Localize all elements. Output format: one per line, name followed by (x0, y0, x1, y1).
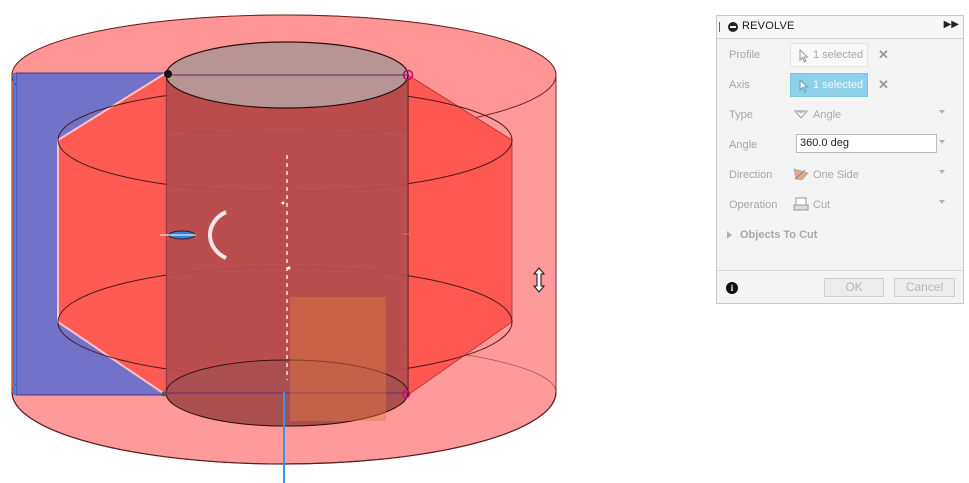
objects-to-cut-label[interactable]: Objects To Cut (740, 229, 818, 241)
cancel-button[interactable]: Cancel (894, 278, 955, 297)
caret-right-icon[interactable] (727, 231, 732, 239)
ok-button[interactable]: OK (824, 278, 884, 297)
angle-input[interactable]: 360.0 deg (796, 134, 937, 153)
profile-selection-text: 1 selected (813, 49, 864, 61)
profile-label: Profile (729, 49, 761, 61)
axis-selection-text: 1 selected (813, 79, 864, 91)
profile-selection-button[interactable]: 1 selected (790, 43, 868, 67)
operation-value[interactable]: Cut (813, 199, 831, 211)
cursor-icon (799, 79, 809, 93)
type-label: Type (729, 109, 753, 121)
expand-icon[interactable]: ▶▶ (943, 19, 959, 30)
minus-circle-icon[interactable] (728, 22, 738, 32)
dialog-title: REVOLVE (742, 20, 795, 32)
type-row: Type Angle (717, 103, 963, 127)
angle-icon (793, 110, 809, 119)
revolve-dialog: REVOLVE ▶▶ Profile 1 selected ✕ Axis 1 s… (716, 15, 964, 304)
angle-dropdown-arrow[interactable] (939, 140, 945, 144)
grip-icon[interactable] (719, 22, 720, 32)
direction-value[interactable]: One Side (813, 169, 859, 181)
orange-sketch-region (290, 297, 386, 421)
direction-icon (793, 168, 809, 181)
operation-label: Operation (729, 199, 778, 211)
info-icon[interactable]: i (726, 282, 738, 294)
cut-icon (793, 197, 809, 211)
clear-profile-icon[interactable]: ✕ (878, 47, 889, 62)
cursor-icon (799, 49, 809, 63)
type-value[interactable]: Angle (813, 109, 842, 121)
objects-to-cut-section[interactable]: Objects To Cut (717, 223, 963, 247)
resize-vertical-cursor-icon (532, 267, 546, 293)
axis-row: Axis 1 selected ✕ (717, 73, 963, 97)
clear-axis-icon[interactable]: ✕ (878, 77, 889, 92)
rotate-arrow-icon[interactable] (160, 210, 227, 260)
axis-selection-button[interactable]: 1 selected (790, 73, 868, 97)
operation-row: Operation Cut (717, 193, 963, 217)
type-dropdown-arrow[interactable] (939, 110, 945, 114)
angle-row: Angle 360.0 deg (717, 133, 963, 157)
dialog-footer-divider (717, 270, 963, 271)
direction-dropdown-arrow[interactable] (939, 170, 945, 174)
operation-dropdown-arrow[interactable] (939, 200, 945, 204)
angle-label: Angle (729, 139, 758, 151)
dialog-header[interactable]: REVOLVE ▶▶ (717, 16, 963, 39)
direction-label: Direction (729, 169, 773, 181)
direction-row: Direction One Side (717, 163, 963, 187)
profile-row: Profile 1 selected ✕ (717, 43, 963, 67)
axis-label: Axis (729, 79, 750, 91)
